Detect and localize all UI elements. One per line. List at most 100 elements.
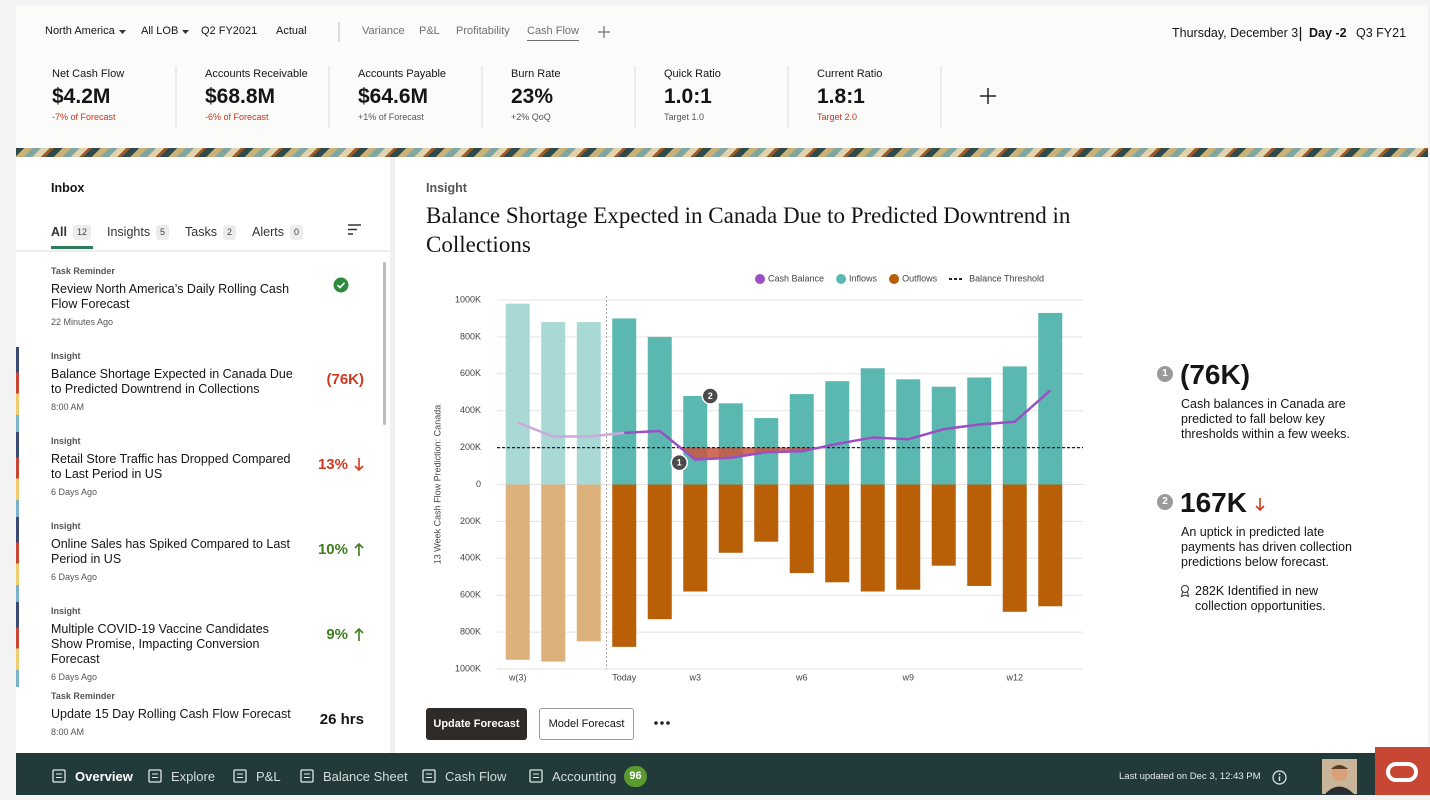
bar bbox=[612, 485, 636, 647]
annotation-label: 1 bbox=[677, 457, 682, 467]
kpi-label: Net Cash Flow bbox=[52, 68, 124, 81]
nav-item[interactable]: Cash Flow bbox=[445, 769, 506, 785]
inbox-title: Inbox bbox=[51, 181, 84, 196]
bar bbox=[825, 381, 849, 484]
nav-tab[interactable]: P&L bbox=[419, 25, 440, 38]
item-time: 8:00 AM bbox=[51, 402, 296, 413]
update-button[interactable]: Update Forecast bbox=[426, 708, 527, 740]
item-time: 22 Minutes Ago bbox=[51, 317, 296, 328]
oracle-logo[interactable] bbox=[1375, 747, 1430, 795]
callout-note: 282K Identified in new collection opport… bbox=[1195, 584, 1355, 614]
cash-flow-chart: 1000K800K600K400K200K0200K400K600K800K10… bbox=[420, 262, 1100, 692]
inbox-tab[interactable]: Alerts bbox=[252, 225, 284, 240]
kpi-label: Accounts Receivable bbox=[205, 68, 308, 81]
inbox-item[interactable]: Insight Balance Shortage Expected in Cana… bbox=[16, 347, 386, 433]
sort-icon[interactable] bbox=[348, 224, 362, 236]
nav-item[interactable]: Balance Sheet bbox=[323, 769, 408, 785]
inbox-list: Task Reminder Review North America’s Dail… bbox=[16, 262, 386, 745]
item-kind: Insight bbox=[51, 606, 296, 617]
separator bbox=[338, 22, 340, 42]
y-tick-label: 0 bbox=[476, 479, 481, 489]
nav-item[interactable]: Accounting bbox=[552, 769, 616, 785]
kpi-label: Burn Rate bbox=[511, 68, 561, 81]
item-time: 8:00 AM bbox=[51, 727, 296, 738]
count-badge: 12 bbox=[73, 225, 91, 240]
nav-tab[interactable]: Cash Flow bbox=[527, 25, 579, 41]
bar bbox=[1003, 485, 1027, 612]
nav-item[interactable]: Overview bbox=[75, 769, 133, 785]
accent-stripe bbox=[16, 347, 19, 432]
bar bbox=[648, 337, 672, 485]
bar bbox=[541, 485, 565, 662]
y-tick-label: 800K bbox=[460, 331, 481, 341]
callout-number: 1 bbox=[1157, 366, 1173, 382]
nav-tab[interactable]: Profitability bbox=[456, 25, 510, 38]
inbox-tab[interactable]: All bbox=[51, 225, 67, 240]
filter-dropdown[interactable]: North America bbox=[45, 25, 115, 38]
callout-number: 2 bbox=[1157, 494, 1173, 510]
scrollbar bbox=[383, 262, 386, 425]
kpi-separator bbox=[940, 66, 942, 128]
kpi-value: $68.8M bbox=[205, 84, 275, 109]
item-time: 6 Days Ago bbox=[51, 572, 296, 583]
inbox-tab[interactable]: Tasks bbox=[185, 225, 217, 240]
legend-label: Outflows bbox=[902, 273, 938, 283]
nav-item[interactable]: P&L bbox=[256, 769, 281, 785]
day: Day -2 bbox=[1309, 26, 1347, 41]
y-tick-label: 1000K bbox=[455, 663, 481, 673]
item-kind: Insight bbox=[51, 351, 296, 362]
filter-dropdown[interactable]: All LOB bbox=[141, 25, 178, 38]
item-metric: 26 hrs bbox=[320, 711, 364, 729]
kpi-value: 1.8:1 bbox=[817, 84, 865, 109]
nav-icon bbox=[300, 769, 315, 784]
kpi-note: -6% of Forecast bbox=[205, 112, 269, 123]
user-avatar[interactable] bbox=[1322, 759, 1357, 794]
caret bbox=[182, 30, 189, 35]
item-metric: (76K) bbox=[326, 371, 364, 389]
item-title: Review North America’s Daily Rolling Cas… bbox=[51, 282, 296, 312]
add-tab[interactable] bbox=[598, 26, 610, 38]
bar bbox=[861, 485, 885, 592]
done-check bbox=[333, 277, 349, 293]
y-tick-label: 400K bbox=[460, 405, 481, 415]
bar bbox=[1038, 485, 1062, 607]
bar bbox=[541, 322, 565, 484]
insight-label: Insight bbox=[426, 181, 467, 196]
accent-stripe bbox=[16, 602, 19, 687]
more-button[interactable] bbox=[654, 720, 670, 726]
insight-title: Balance Shortage Expected in Canada Due … bbox=[426, 201, 1146, 259]
callout-text: An uptick in predicted late payments has… bbox=[1181, 525, 1356, 570]
filter-dropdown[interactable]: Q2 FY2021 bbox=[201, 25, 257, 38]
bar bbox=[754, 485, 778, 542]
item-metric: 9% bbox=[326, 626, 348, 644]
inbox-tab[interactable]: Insights bbox=[107, 225, 150, 240]
kpi-value: $64.6M bbox=[358, 84, 428, 109]
add-kpi[interactable] bbox=[980, 88, 996, 104]
logo-mark bbox=[1375, 747, 1430, 795]
info-icon[interactable] bbox=[1272, 770, 1287, 785]
item-kind: Insight bbox=[51, 521, 296, 532]
model-button[interactable]: Model Forecast bbox=[539, 708, 634, 740]
bar bbox=[825, 485, 849, 583]
bar bbox=[967, 485, 991, 586]
accent-stripe bbox=[16, 517, 19, 602]
filter-dropdown[interactable]: Actual bbox=[276, 25, 307, 38]
item-kind: Task Reminder bbox=[51, 691, 296, 702]
legend-label: Cash Balance bbox=[768, 273, 824, 283]
x-tick-label: w6 bbox=[795, 672, 808, 682]
item-title: Balance Shortage Expected in Canada Due … bbox=[51, 367, 296, 397]
item-metric: 13% bbox=[318, 456, 348, 474]
nav-item[interactable]: Explore bbox=[171, 769, 215, 785]
item-title: Multiple COVID-19 Vaccine Candidates Sho… bbox=[51, 622, 296, 667]
nav-tab[interactable]: Variance bbox=[362, 25, 405, 38]
item-text: Insight Multiple COVID-19 Vaccine Candida… bbox=[51, 606, 296, 683]
trend-arrow bbox=[354, 627, 364, 642]
inbox-item[interactable]: Insight Multiple COVID-19 Vaccine Candida… bbox=[16, 602, 386, 688]
x-tick-label: w3 bbox=[688, 672, 701, 682]
trend-arrow bbox=[1255, 497, 1265, 512]
date: Thursday, December 3 bbox=[1172, 26, 1298, 41]
